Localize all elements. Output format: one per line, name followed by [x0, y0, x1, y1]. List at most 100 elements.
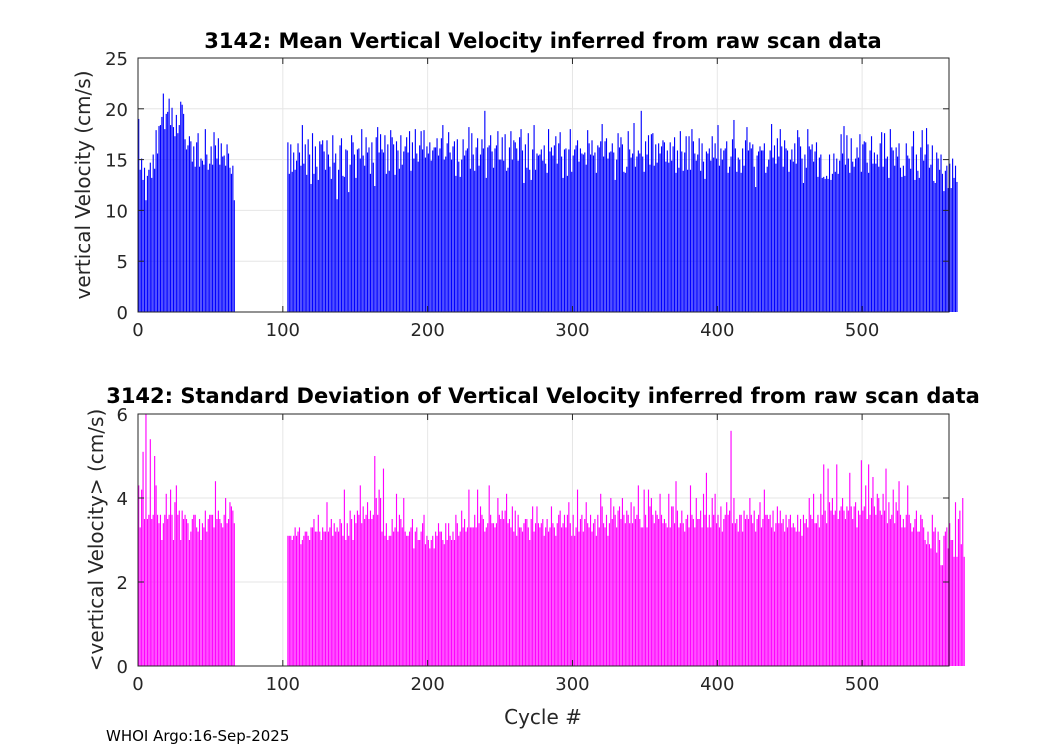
mean-bar: [459, 176, 461, 312]
mean-bar: [843, 126, 845, 312]
mean-bar: [727, 172, 729, 312]
mean-bar: [191, 161, 193, 312]
mean-bar: [668, 162, 670, 312]
mean-bar: [746, 127, 748, 312]
std-bar: [459, 531, 461, 666]
mean-bar: [781, 146, 783, 312]
std-bar: [530, 519, 532, 666]
mean-bar: [503, 160, 505, 312]
std-bar: [716, 523, 718, 666]
mean-bar: [630, 157, 632, 312]
std-bar: [536, 506, 538, 666]
mean-bar: [419, 145, 421, 312]
mean-bar: [663, 142, 665, 312]
std-bar: [691, 514, 693, 666]
mean-bar: [314, 146, 316, 312]
mean-x-tick-label: 0: [132, 320, 143, 341]
mean-bar: [671, 160, 673, 312]
mean-bar: [713, 157, 715, 312]
std-bar: [908, 514, 910, 666]
std-bar: [759, 502, 761, 666]
mean-bar: [381, 149, 383, 312]
mean-bar: [568, 149, 570, 312]
std-bar: [338, 531, 340, 666]
std-bars: [138, 414, 965, 666]
mean-bar: [408, 131, 411, 312]
mean-bar: [410, 170, 412, 312]
std-bar: [904, 527, 906, 666]
mean-bar: [694, 153, 696, 312]
mean-bar: [921, 130, 923, 312]
mean-bar: [804, 154, 806, 312]
mean-bar: [907, 155, 909, 312]
std-bar: [469, 527, 471, 666]
mean-bar: [698, 138, 700, 312]
mean-bar: [582, 154, 584, 312]
std-bar: [669, 527, 671, 666]
std-bar: [188, 540, 190, 666]
mean-bar: [872, 163, 874, 312]
std-bar: [427, 540, 429, 666]
mean-bar: [828, 154, 831, 312]
mean-bar: [429, 142, 431, 312]
mean-bar: [553, 145, 555, 312]
std-bar: [368, 519, 370, 666]
mean-bar: [407, 152, 409, 312]
mean-bar: [886, 156, 889, 312]
mean-bar: [684, 152, 686, 312]
mean-bar: [411, 142, 413, 312]
std-bar: [574, 535, 576, 666]
mean-bar: [171, 107, 173, 312]
mean-bar: [448, 132, 450, 312]
std-bar: [191, 519, 193, 666]
std-bar: [603, 523, 605, 666]
mean-bar: [440, 138, 442, 312]
std-bar: [416, 527, 418, 666]
std-bar: [775, 523, 777, 666]
std-bar: [924, 540, 926, 666]
mean-bar: [624, 172, 626, 312]
std-bar: [294, 527, 296, 666]
mean-bar: [309, 154, 311, 312]
mean-bar: [326, 140, 328, 312]
std-bar: [937, 531, 939, 666]
std-bar: [481, 514, 483, 666]
std-bar: [309, 540, 311, 666]
mean-bar: [342, 175, 344, 312]
mean-bar: [768, 159, 770, 312]
std-bar: [446, 540, 448, 666]
mean-bar: [539, 154, 541, 312]
mean-bar: [139, 169, 141, 312]
mean-bar: [196, 142, 198, 312]
mean-bar: [167, 111, 169, 312]
mean-bar: [876, 154, 878, 312]
mean-bar: [882, 166, 884, 312]
std-bar: [326, 502, 328, 666]
std-bar: [656, 514, 658, 666]
mean-bar: [508, 147, 511, 312]
std-bar: [351, 519, 353, 666]
mean-bar: [301, 125, 303, 312]
std-bar: [674, 523, 676, 666]
mean-bar: [356, 149, 358, 312]
std-bar: [293, 535, 295, 666]
mean-bar: [203, 164, 205, 312]
std-bar: [934, 527, 936, 666]
std-bar: [561, 527, 563, 666]
std-bar: [665, 523, 667, 666]
mean-bar: [778, 156, 780, 312]
std-bar: [823, 464, 825, 666]
std-bar: [697, 519, 699, 666]
mean-bar: [572, 155, 574, 312]
std-bar: [452, 531, 454, 666]
mean-bar: [146, 175, 148, 312]
mean-bar: [936, 152, 938, 312]
mean-bar: [646, 154, 648, 312]
mean-x-tick-label: 100: [266, 320, 300, 341]
std-bar: [869, 514, 871, 666]
mean-bar: [660, 146, 663, 312]
std-bar: [653, 523, 655, 666]
std-bar: [802, 514, 805, 666]
std-bar: [174, 502, 176, 666]
std-bar: [713, 514, 715, 666]
